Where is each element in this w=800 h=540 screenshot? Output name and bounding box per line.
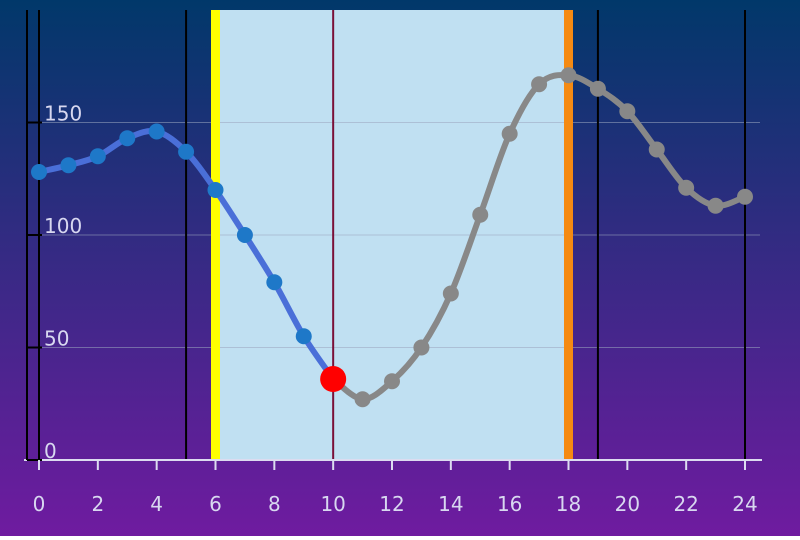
- future-data-point: [560, 67, 577, 84]
- future-data-point: [648, 141, 665, 158]
- past-data-point: [119, 130, 136, 147]
- future-data-point: [384, 373, 400, 390]
- x-tick-label-22: 22: [673, 492, 698, 516]
- past-data-point: [178, 143, 195, 160]
- future-data-point: [707, 197, 724, 214]
- x-tick-label-2: 2: [91, 492, 104, 516]
- x-tick-label-14: 14: [438, 492, 463, 516]
- x-tick-label-18: 18: [556, 492, 581, 516]
- x-tick-label-24: 24: [732, 492, 757, 516]
- x-tick-label-20: 20: [615, 492, 640, 516]
- y-tick-label-0: 0: [44, 439, 57, 463]
- past-data-point: [207, 182, 224, 198]
- future-data-point: [737, 188, 753, 205]
- future-data-point: [442, 285, 459, 302]
- current-data-point: [320, 366, 347, 392]
- x-tick-label-6: 6: [209, 492, 222, 516]
- future-data-point: [354, 391, 371, 408]
- x-tick-label-16: 16: [497, 492, 522, 516]
- past-data-point: [148, 123, 165, 140]
- past-data-point: [236, 227, 253, 243]
- y-tick-label-50: 50: [44, 327, 69, 351]
- past-data-point: [60, 157, 77, 174]
- y-tick-label-100: 100: [44, 214, 82, 238]
- future-data-point: [501, 125, 518, 142]
- x-tick-label-4: 4: [150, 492, 163, 516]
- future-data-point: [413, 339, 430, 356]
- past-data-point: [266, 274, 283, 291]
- future-data-point: [678, 179, 695, 196]
- x-tick-label-8: 8: [268, 492, 281, 516]
- future-data-point: [472, 206, 489, 223]
- x-tick-label-10: 10: [320, 492, 345, 516]
- future-data-point: [589, 80, 606, 97]
- past-data-point: [31, 164, 47, 180]
- future-data-point: [531, 76, 548, 93]
- x-tick-label-0: 0: [33, 492, 46, 516]
- future-data-point: [619, 103, 636, 120]
- past-data-point: [89, 148, 106, 165]
- y-tick-label-150: 150: [44, 102, 82, 126]
- x-tick-label-12: 12: [379, 492, 404, 516]
- past-data-point: [295, 328, 312, 345]
